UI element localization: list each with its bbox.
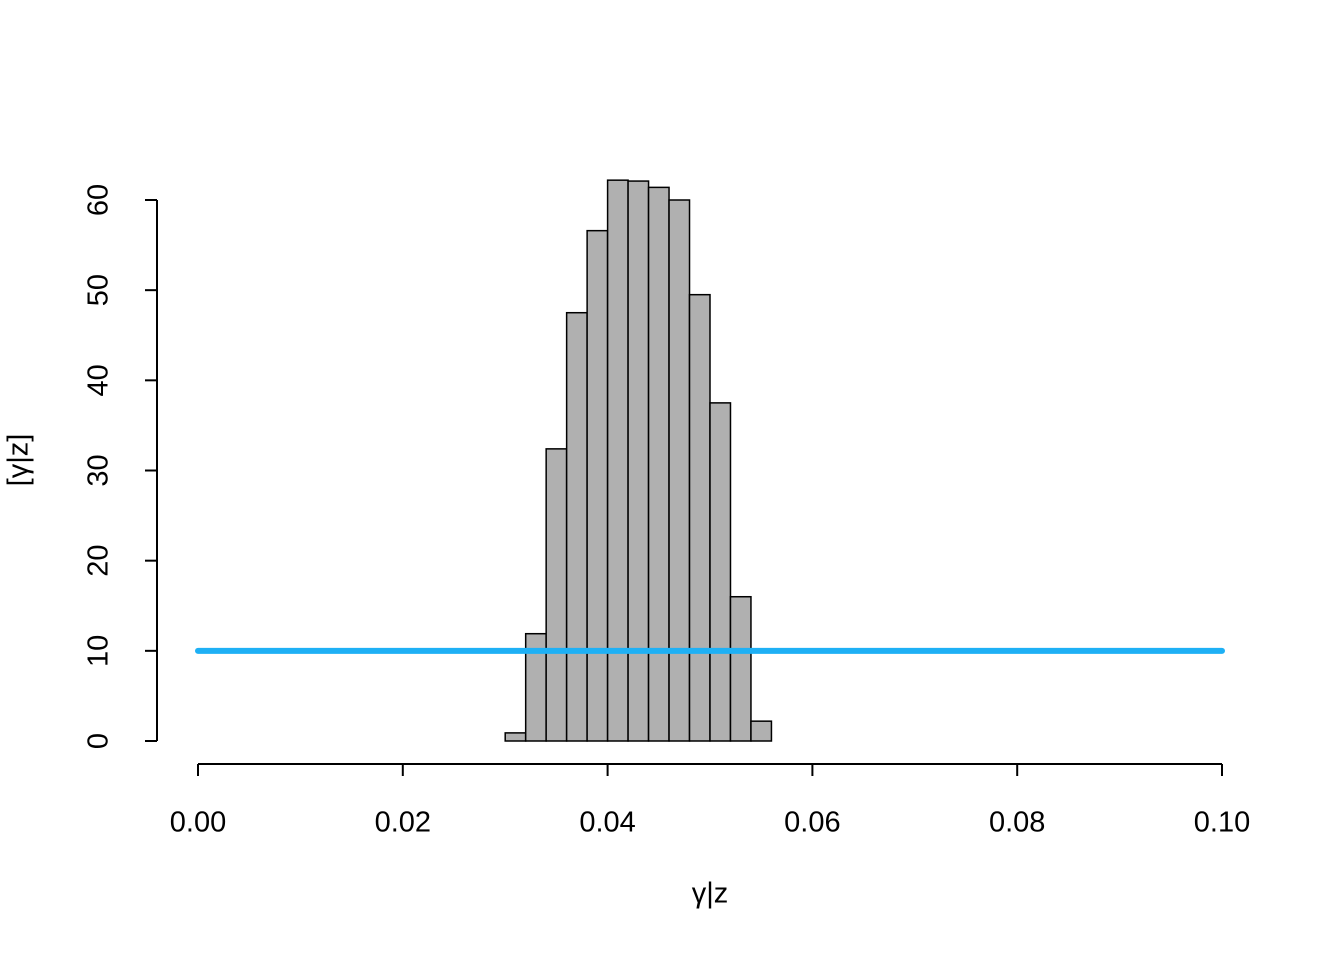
bar: [545, 448, 568, 742]
y-tick-label: 10: [83, 635, 115, 667]
bar: [504, 732, 527, 742]
bar: [647, 186, 670, 742]
y-tick-label: 30: [83, 454, 115, 486]
bar: [606, 179, 629, 742]
x-tick-label: 0.04: [579, 807, 635, 839]
bar: [688, 293, 711, 742]
x-tick-label: 0.02: [375, 807, 431, 839]
bar: [750, 720, 773, 742]
bar: [709, 402, 732, 742]
x-tick-label: 0.10: [1194, 807, 1250, 839]
y-tick-label: 60: [83, 184, 115, 216]
x-tick-label: 0.08: [989, 807, 1045, 839]
y-tick-label: 40: [83, 364, 115, 396]
bar: [586, 229, 609, 742]
x-axis-title: γ|z: [692, 878, 729, 910]
bar: [729, 595, 752, 742]
y-tick-label: 20: [83, 545, 115, 577]
x-tick-label: 0.00: [170, 807, 226, 839]
bar: [668, 199, 691, 742]
bar: [627, 180, 650, 742]
x-tick-label: 0.06: [784, 807, 840, 839]
bar: [565, 311, 588, 742]
y-tick-label: 0: [83, 733, 115, 749]
y-axis-title: [γ|z]: [3, 434, 35, 487]
y-tick-label: 50: [83, 274, 115, 306]
